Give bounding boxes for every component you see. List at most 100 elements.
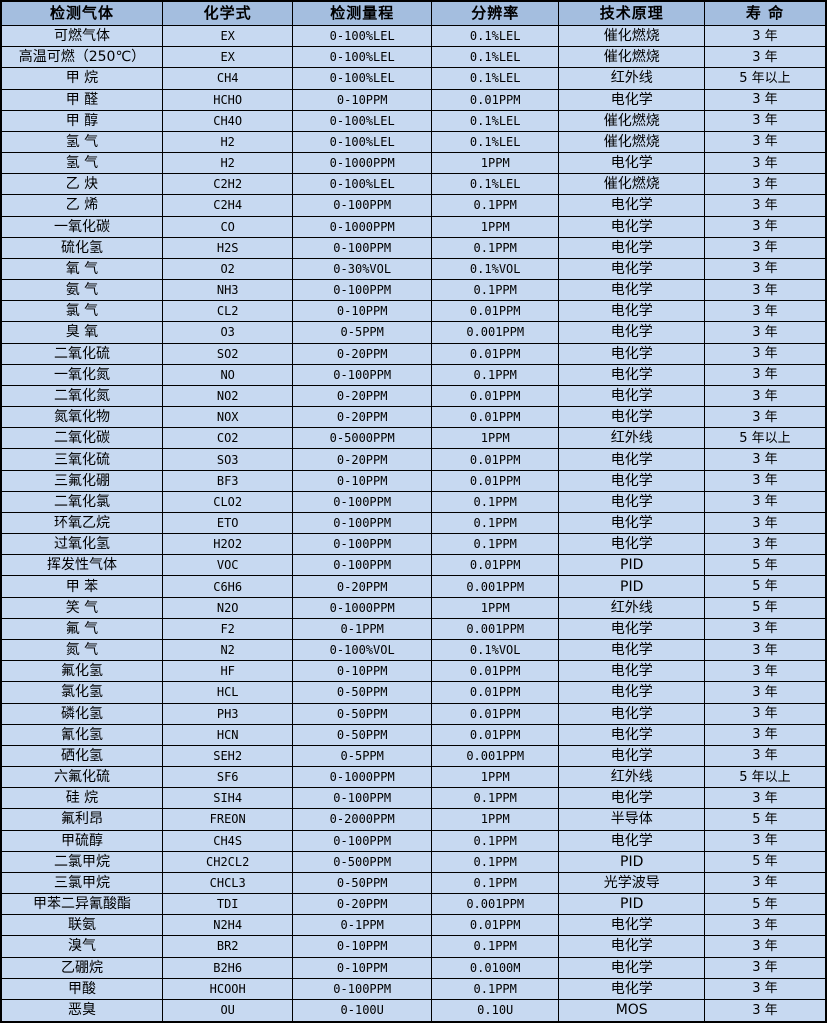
cell-detection-range: 0-100%LEL — [292, 24, 432, 48]
cell-lifespan: 5 年 — [703, 596, 827, 619]
table-row: 三氧化硫 SO3 0-20PPM 0.01PPM 电化学 3 年 — [0, 448, 827, 471]
cell-resolution: 0.001PPM — [430, 617, 560, 640]
cell-detection-range: 0-100PPM — [292, 194, 432, 217]
cell-detection-range: 0-10PPM — [292, 935, 432, 958]
cell-detection-range: 0-100PPM — [292, 977, 432, 1000]
cell-lifespan: 3 年 — [703, 279, 827, 302]
cell-chemical-formula: SO3 — [161, 448, 294, 471]
cell-detection-range: 0-100U — [292, 998, 432, 1023]
table-row: 甲硫醇 CH4S 0-100PPM 0.1PPM 电化学 3 年 — [0, 829, 827, 852]
cell-detection-range: 0-100PPM — [292, 554, 432, 577]
cell-detection-range: 0-1000PPM — [292, 596, 432, 619]
cell-gas-name: 二氯甲烷 — [0, 850, 163, 873]
cell-detection-range: 0-100PPM — [292, 279, 432, 302]
cell-technology: 红外线 — [558, 67, 705, 90]
cell-technology: 电化学 — [558, 681, 705, 704]
table-row: 笑 气 N2O 0-1000PPM 1PPM 红外线 5 年 — [0, 596, 827, 619]
cell-technology: 电化学 — [558, 300, 705, 323]
table-row: 可燃气体 EX 0-100%LEL 0.1%LEL 催化燃烧 3 年 — [0, 24, 827, 48]
cell-lifespan: 3 年 — [703, 533, 827, 556]
cell-chemical-formula: CO — [161, 215, 294, 238]
cell-lifespan: 5 年 — [703, 893, 827, 916]
cell-resolution: 0.1PPM — [430, 279, 560, 302]
table-row: 硅 烷 SIH4 0-100PPM 0.1PPM 电化学 3 年 — [0, 787, 827, 810]
cell-detection-range: 0-10PPM — [292, 300, 432, 323]
cell-chemical-formula: H2 — [161, 130, 294, 154]
cell-resolution: 0.001PPM — [430, 893, 560, 916]
cell-technology: 电化学 — [558, 533, 705, 556]
cell-resolution: 0.1PPM — [430, 236, 560, 259]
cell-detection-range: 0-1PPM — [292, 617, 432, 640]
cell-technology: 催化燃烧 — [558, 130, 705, 154]
cell-chemical-formula: NO2 — [161, 384, 294, 408]
cell-detection-range: 0-1000PPM — [292, 766, 432, 789]
cell-detection-range: 0-50PPM — [292, 871, 432, 895]
cell-chemical-formula: HCHO — [161, 88, 294, 111]
cell-chemical-formula: SIH4 — [161, 787, 294, 810]
cell-technology: 电化学 — [558, 829, 705, 852]
table-row: 乙 炔 C2H2 0-100%LEL 0.1%LEL 催化燃烧 3 年 — [0, 173, 827, 196]
cell-resolution: 0.1%LEL — [430, 130, 560, 154]
cell-lifespan: 3 年 — [703, 977, 827, 1000]
cell-gas-name: 甲苯二异氰酸酯 — [0, 893, 163, 916]
table-row: 过氧化氢 H2O2 0-100PPM 0.1PPM 电化学 3 年 — [0, 533, 827, 556]
cell-lifespan: 3 年 — [703, 46, 827, 69]
table-row: 硫化氢 H2S 0-100PPM 0.1PPM 电化学 3 年 — [0, 236, 827, 259]
table-row: 氰化氢 HCN 0-50PPM 0.01PPM 电化学 3 年 — [0, 723, 827, 746]
cell-technology: 电化学 — [558, 257, 705, 281]
cell-chemical-formula: NO — [161, 363, 294, 386]
cell-gas-name: 磷化氢 — [0, 702, 163, 725]
cell-gas-name: 三氯甲烷 — [0, 871, 163, 895]
cell-gas-name: 硅 烷 — [0, 787, 163, 810]
cell-resolution: 0.01PPM — [430, 469, 560, 492]
cell-chemical-formula: HCN — [161, 723, 294, 746]
cell-detection-range: 0-2000PPM — [292, 808, 432, 831]
cell-chemical-formula: F2 — [161, 617, 294, 640]
cell-detection-range: 0-100%LEL — [292, 173, 432, 196]
cell-chemical-formula: CL2 — [161, 300, 294, 323]
cell-resolution: 0.1PPM — [430, 490, 560, 513]
column-header-gas-name: 检测气体 — [0, 0, 163, 26]
cell-gas-name: 氧 气 — [0, 257, 163, 281]
cell-technology: 催化燃烧 — [558, 46, 705, 69]
cell-lifespan: 3 年 — [703, 914, 827, 937]
cell-technology: 半导体 — [558, 808, 705, 831]
table-row: 溴气 BR2 0-10PPM 0.1PPM 电化学 3 年 — [0, 935, 827, 958]
cell-gas-name: 氯 气 — [0, 300, 163, 323]
cell-gas-name: 甲 苯 — [0, 575, 163, 598]
cell-detection-range: 0-20PPM — [292, 893, 432, 916]
cell-detection-range: 0-50PPM — [292, 681, 432, 704]
cell-lifespan: 5 年以上 — [703, 67, 827, 90]
cell-gas-name: 三氟化硼 — [0, 469, 163, 492]
cell-chemical-formula: EX — [161, 46, 294, 69]
cell-gas-name: 硫化氢 — [0, 236, 163, 259]
cell-gas-name: 联氨 — [0, 914, 163, 937]
cell-technology: PID — [558, 893, 705, 916]
cell-gas-name: 一氧化氮 — [0, 363, 163, 386]
cell-gas-name: 氟利昂 — [0, 808, 163, 831]
column-header-resolution: 分辨率 — [430, 0, 560, 26]
cell-detection-range: 0-1PPM — [292, 914, 432, 937]
cell-resolution: 1PPM — [430, 427, 560, 450]
cell-technology: 催化燃烧 — [558, 173, 705, 196]
cell-gas-name: 笑 气 — [0, 596, 163, 619]
table-row: 二氧化碳 CO2 0-5000PPM 1PPM 红外线 5 年以上 — [0, 427, 827, 450]
cell-lifespan: 3 年 — [703, 935, 827, 958]
cell-resolution: 0.01PPM — [430, 448, 560, 471]
cell-gas-name: 甲 醇 — [0, 109, 163, 132]
cell-resolution: 0.1PPM — [430, 850, 560, 873]
cell-lifespan: 3 年 — [703, 152, 827, 175]
cell-technology: 电化学 — [558, 977, 705, 1000]
cell-technology: 电化学 — [558, 88, 705, 111]
cell-resolution: 0.1PPM — [430, 871, 560, 895]
cell-lifespan: 3 年 — [703, 406, 827, 429]
cell-lifespan: 3 年 — [703, 321, 827, 344]
cell-resolution: 0.01PPM — [430, 342, 560, 365]
cell-chemical-formula: C2H2 — [161, 173, 294, 196]
cell-detection-range: 0-10PPM — [292, 660, 432, 683]
cell-lifespan: 3 年 — [703, 194, 827, 217]
cell-detection-range: 0-100%LEL — [292, 109, 432, 132]
cell-lifespan: 3 年 — [703, 173, 827, 196]
column-header-detection-range: 检测量程 — [292, 0, 432, 26]
